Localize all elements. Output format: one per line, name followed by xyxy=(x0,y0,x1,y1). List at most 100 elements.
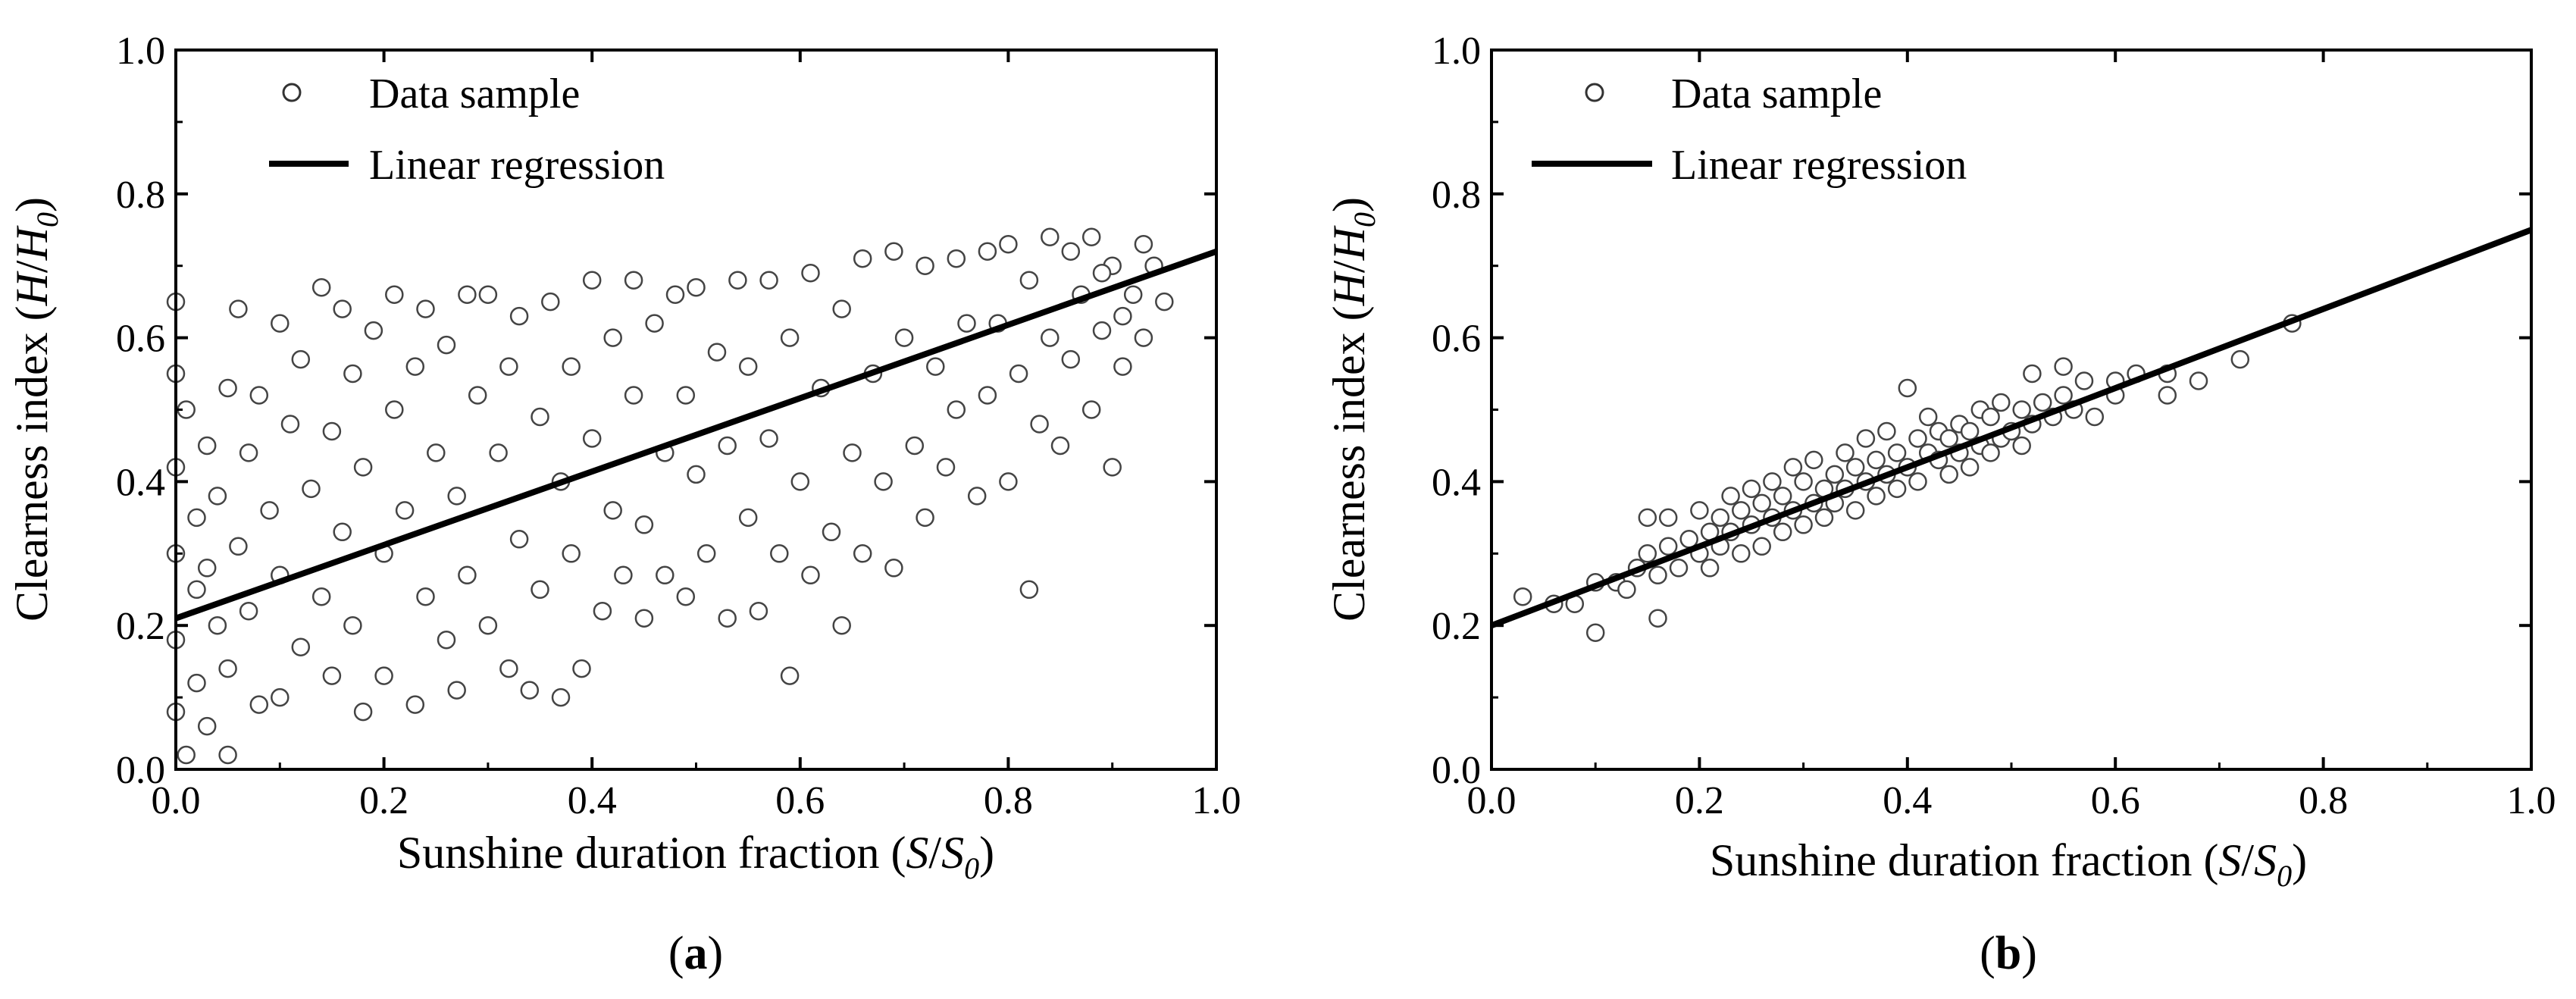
data-point xyxy=(1658,508,1678,528)
data-point xyxy=(187,508,206,528)
data-point xyxy=(978,386,997,405)
data-point xyxy=(1732,501,1751,520)
y-tick-label: 0.4 xyxy=(116,461,165,504)
data-point xyxy=(218,659,237,678)
data-point xyxy=(520,681,540,700)
data-point xyxy=(1981,443,2000,462)
data-point xyxy=(1960,458,1980,477)
data-point xyxy=(947,249,966,268)
data-point xyxy=(311,587,331,606)
data-point xyxy=(926,357,945,376)
data-point xyxy=(1041,328,1060,347)
data-point xyxy=(562,357,581,376)
data-point xyxy=(780,666,800,685)
data-point xyxy=(385,285,404,304)
data-point xyxy=(2012,436,2031,456)
x-tick-label: 0.0 xyxy=(1467,779,1516,822)
panel-b-y-axis-label: Clearness index (H/H0) xyxy=(1324,197,1382,622)
data-point xyxy=(676,386,696,405)
data-point xyxy=(790,472,810,491)
data-point xyxy=(551,687,571,707)
data-point xyxy=(957,314,976,333)
panel-b-regression-line xyxy=(1490,227,2533,628)
data-point xyxy=(1783,458,1803,477)
panel-b-plot-frame xyxy=(1490,49,2533,771)
data-point xyxy=(208,615,227,635)
data-point xyxy=(1867,487,1886,506)
data-point xyxy=(395,501,415,520)
data-point xyxy=(1061,349,1081,369)
data-point xyxy=(1939,465,1958,484)
data-point xyxy=(2054,357,2073,376)
data-point xyxy=(405,357,425,376)
data-point xyxy=(894,328,914,347)
data-point xyxy=(322,666,342,685)
data-point xyxy=(696,544,716,563)
data-point xyxy=(2033,393,2052,412)
data-point xyxy=(1019,580,1039,600)
data-point xyxy=(1742,479,1761,499)
data-point xyxy=(229,537,248,556)
data-point xyxy=(1721,487,1740,506)
data-point xyxy=(780,328,800,347)
data-point xyxy=(718,609,737,628)
data-point xyxy=(1030,415,1049,434)
panel-b: 0.0 0.2 0.4 0.6 0.8 1.0 0.0 0.2 0.4 0.6 0.8 1.0 Dat… xyxy=(1324,30,2556,979)
y-tick-label: 0.0 xyxy=(116,749,165,792)
data-point xyxy=(874,472,893,491)
data-point xyxy=(1856,429,1876,448)
data-point xyxy=(1092,263,1112,283)
panel-a-legend: Data sample Linear regression xyxy=(269,70,665,189)
y-tick-label: 1.0 xyxy=(116,30,165,73)
data-point xyxy=(541,292,560,312)
data-point xyxy=(1050,436,1070,456)
data-point xyxy=(271,314,290,333)
y-tick-label: 0.4 xyxy=(1432,461,1481,504)
data-point xyxy=(478,285,498,304)
x-tick-label: 0.8 xyxy=(984,779,1033,822)
data-point xyxy=(1836,443,1855,462)
data-point xyxy=(593,601,612,621)
data-point xyxy=(801,263,820,283)
data-point xyxy=(1103,458,1122,477)
data-point xyxy=(718,436,737,456)
data-point xyxy=(832,615,851,635)
data-point xyxy=(218,378,237,398)
data-point xyxy=(333,522,352,542)
data-point xyxy=(603,328,622,347)
panel-b-ticks: 0.0 0.2 0.4 0.6 0.8 1.0 0.0 0.2 0.4 0.6 0.8 1.0 xyxy=(1432,30,2556,822)
data-point xyxy=(531,580,549,600)
y-tick-label: 0.8 xyxy=(1432,174,1481,217)
panel-a-legend-label-data: Data sample xyxy=(369,70,580,117)
data-point xyxy=(1794,515,1813,534)
data-point xyxy=(978,242,997,261)
panel-b-legend-label-regression: Linear regression xyxy=(1671,142,1967,189)
data-point xyxy=(405,695,425,714)
data-point xyxy=(239,601,258,621)
data-point xyxy=(1794,472,1813,491)
panel-a-plot-frame xyxy=(174,49,1218,771)
data-point xyxy=(291,637,311,656)
data-point xyxy=(884,559,903,578)
data-point xyxy=(2230,349,2250,369)
data-point xyxy=(1825,465,1845,484)
y-tick-label: 0.0 xyxy=(1432,749,1481,792)
data-point xyxy=(572,659,591,678)
data-point xyxy=(1081,227,1101,246)
data-point xyxy=(197,716,217,736)
data-point xyxy=(385,400,404,419)
data-point xyxy=(1638,508,1657,528)
y-tick-label: 0.2 xyxy=(116,605,165,648)
data-point xyxy=(1648,565,1667,585)
data-point xyxy=(1845,458,1865,477)
y-tick-label: 1.0 xyxy=(1432,30,1481,73)
data-point xyxy=(1939,429,1958,448)
data-point xyxy=(947,400,966,419)
data-point xyxy=(478,615,498,635)
data-point xyxy=(343,615,362,635)
data-point xyxy=(1804,450,1823,470)
data-point xyxy=(665,285,685,304)
data-point xyxy=(759,429,778,448)
data-point xyxy=(1700,559,1720,578)
